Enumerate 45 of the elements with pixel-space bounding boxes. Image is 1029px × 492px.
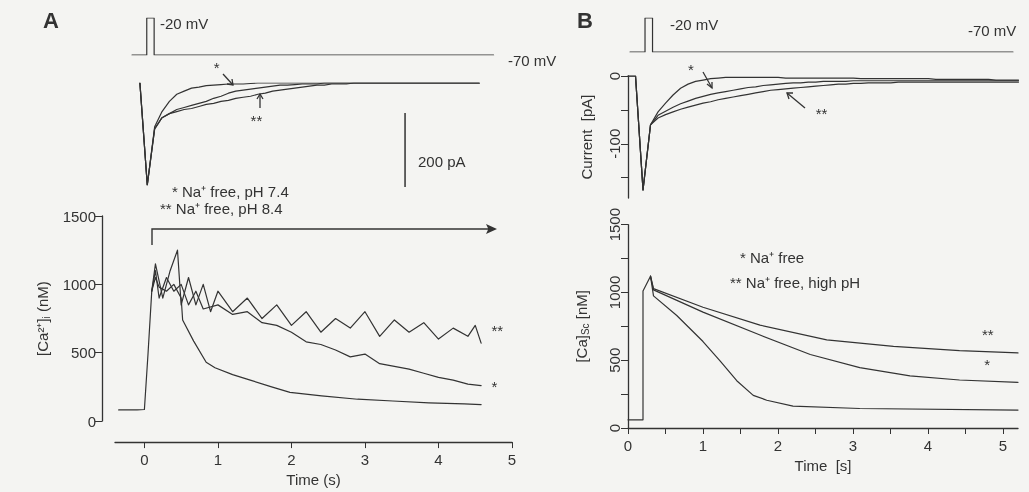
y-tick-label: 1000 bbox=[62, 275, 96, 293]
series-label: ** bbox=[491, 322, 504, 340]
x-tick-label: 2 bbox=[287, 451, 296, 469]
y-tick-label: 1500 bbox=[62, 207, 96, 225]
series-label: * bbox=[491, 377, 498, 395]
x-tick-label: 5 bbox=[507, 451, 517, 469]
legend-label: ** bbox=[250, 112, 263, 130]
series-label: ** bbox=[815, 104, 828, 122]
y-tick-label: 500 bbox=[70, 344, 96, 362]
y-tick-label: 500 bbox=[606, 347, 623, 373]
y-tick-label: 1500 bbox=[606, 208, 623, 242]
chart-title: A bbox=[43, 7, 59, 33]
legend-label: * bbox=[688, 61, 695, 79]
y-tick-label: 0 bbox=[606, 423, 623, 433]
annotation: ** Na⁺ free, high pH bbox=[730, 274, 861, 291]
annotation: 200 pA bbox=[418, 153, 466, 170]
x-tick-label: 3 bbox=[848, 437, 858, 454]
x-tick-label: 1 bbox=[698, 437, 708, 454]
x-tick-label: 4 bbox=[923, 437, 933, 454]
series-label: * bbox=[213, 59, 220, 77]
chart-title: B bbox=[577, 7, 593, 33]
x-tick-label: 3 bbox=[360, 451, 370, 469]
x-axis-title: Time (s) bbox=[286, 471, 341, 488]
text: -70 mV bbox=[508, 52, 557, 69]
x-tick-label: 1 bbox=[213, 451, 223, 469]
y-axis-title: [Ca]Sc [nM] bbox=[572, 290, 591, 363]
y-tick-label: 0 bbox=[87, 412, 96, 430]
annotation: * Na⁺ free, pH 7.4 bbox=[172, 183, 289, 200]
x-tick-label: 0 bbox=[140, 451, 149, 469]
y-tick-label: 1000 bbox=[606, 275, 623, 310]
y-axis-title: Current [pA] bbox=[578, 94, 595, 180]
x-tick-label: 4 bbox=[434, 451, 443, 469]
annotation: -20 mV bbox=[670, 16, 719, 33]
annotation: -70 mV bbox=[968, 22, 1017, 39]
series-label: ** bbox=[982, 325, 994, 343]
x-tick-label: 2 bbox=[773, 437, 783, 454]
annotation: ** Na⁺ free, pH 8.4 bbox=[160, 200, 283, 217]
x-tick-label: 5 bbox=[998, 437, 1008, 454]
annotation: -20 mV bbox=[160, 15, 209, 32]
series-label: * bbox=[984, 355, 991, 373]
y-tick-label: 0 bbox=[606, 71, 623, 81]
x-axis-title: Time [s] bbox=[794, 457, 852, 474]
y-tick-label: -100 bbox=[606, 128, 623, 159]
y-axis-title: [Ca²⁺]i (nM) bbox=[34, 281, 53, 356]
annotation: * Na⁺ free bbox=[740, 249, 805, 266]
